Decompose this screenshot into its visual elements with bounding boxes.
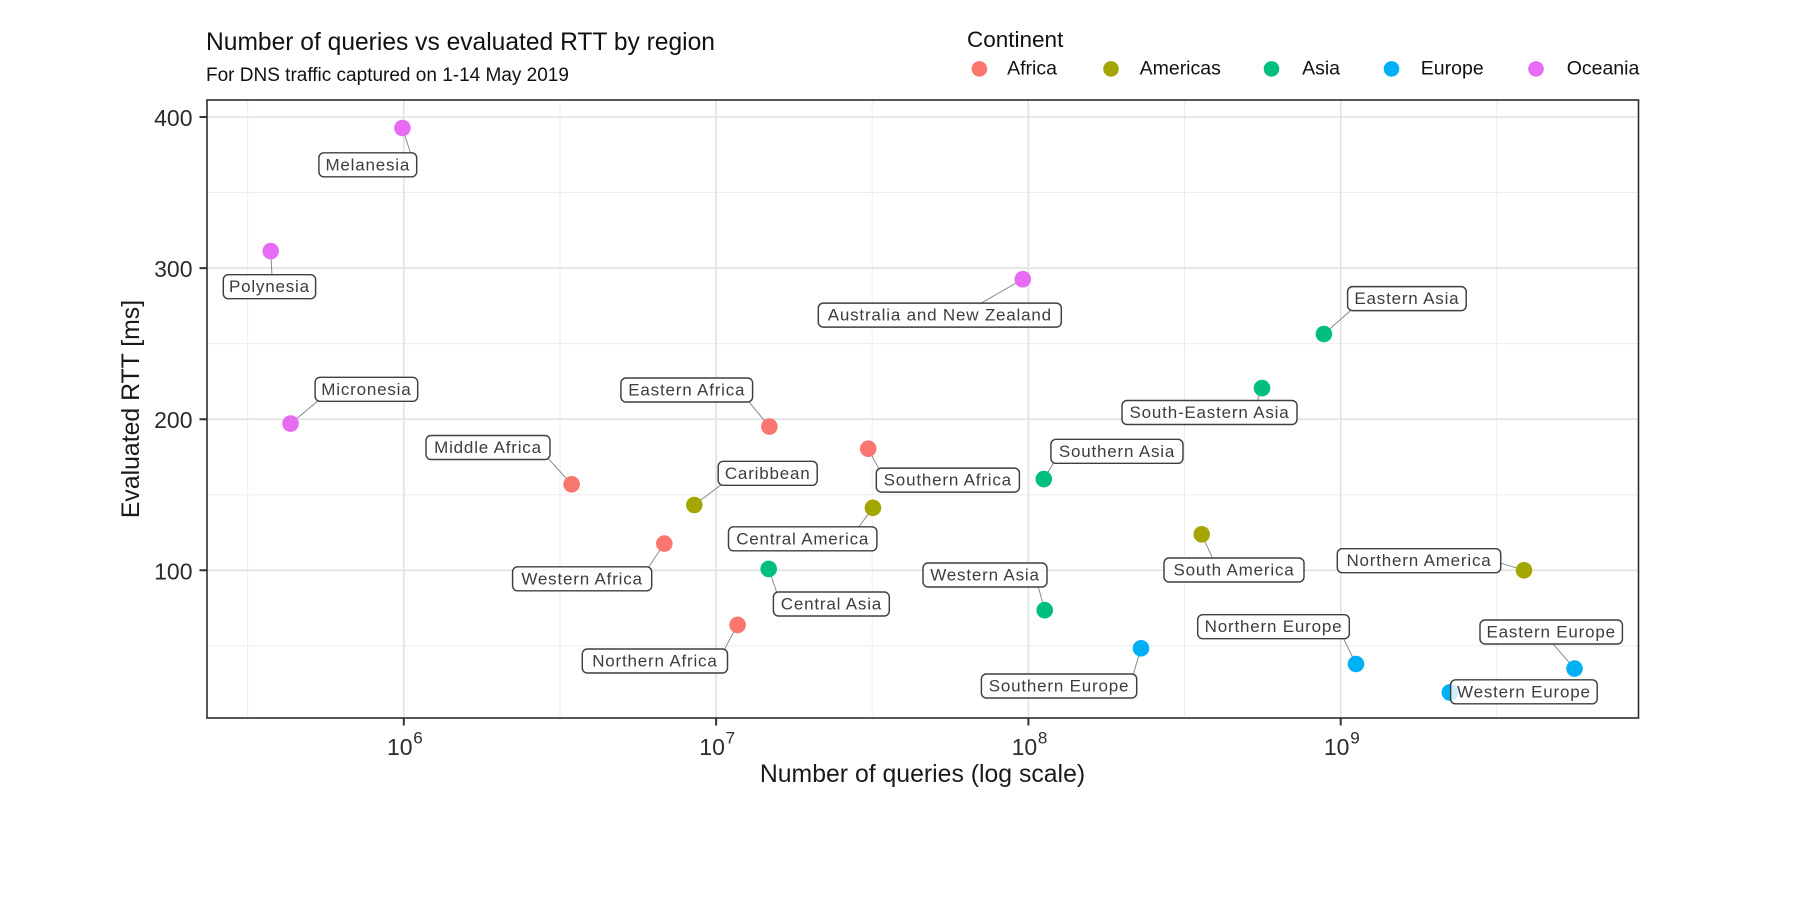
svg-text:South-Eastern Asia: South-Eastern Asia	[1130, 403, 1290, 422]
svg-text:Micronesia: Micronesia	[321, 380, 411, 399]
svg-text:10: 10	[1012, 734, 1038, 760]
svg-text:Melanesia: Melanesia	[325, 155, 410, 174]
svg-text:Europe: Europe	[1421, 58, 1484, 80]
svg-text:Northern Europe: Northern Europe	[1205, 617, 1343, 636]
svg-text:10: 10	[699, 734, 725, 760]
svg-text:400: 400	[154, 105, 192, 131]
svg-text:7: 7	[726, 729, 735, 748]
svg-text:For DNS traffic captured on 1-: For DNS traffic captured on 1-14 May 201…	[206, 65, 569, 86]
svg-text:10: 10	[1324, 734, 1350, 760]
svg-text:Western Asia: Western Asia	[930, 566, 1039, 585]
svg-text:Americas: Americas	[1140, 58, 1222, 80]
svg-text:Middle Africa: Middle Africa	[434, 438, 542, 457]
svg-text:Northern Africa: Northern Africa	[592, 652, 717, 671]
svg-text:9: 9	[1350, 729, 1359, 748]
svg-text:100: 100	[154, 558, 192, 584]
svg-text:Africa: Africa	[1007, 58, 1057, 80]
svg-text:Polynesia: Polynesia	[229, 277, 310, 296]
svg-text:Asia: Asia	[1302, 58, 1340, 80]
svg-text:Eastern Africa: Eastern Africa	[628, 381, 745, 400]
svg-text:Central Asia: Central Asia	[781, 595, 882, 614]
svg-text:South America: South America	[1174, 561, 1295, 580]
svg-text:200: 200	[154, 407, 192, 433]
svg-text:10: 10	[387, 734, 413, 760]
svg-text:300: 300	[154, 256, 192, 282]
svg-text:Central America: Central America	[736, 529, 869, 548]
svg-text:Evaluated RTT [ms]: Evaluated RTT [ms]	[118, 300, 145, 518]
svg-text:6: 6	[413, 729, 422, 748]
svg-text:Southern Asia: Southern Asia	[1059, 442, 1175, 461]
svg-text:Eastern Europe: Eastern Europe	[1487, 623, 1616, 642]
svg-text:Continent: Continent	[967, 27, 1064, 52]
svg-text:Number of queries vs evaluated: Number of queries vs evaluated RTT by re…	[206, 29, 715, 56]
svg-text:Southern Africa: Southern Africa	[884, 471, 1012, 490]
svg-text:Eastern Asia: Eastern Asia	[1354, 289, 1459, 308]
svg-text:Caribbean: Caribbean	[725, 464, 811, 483]
svg-text:8: 8	[1038, 729, 1047, 748]
svg-text:Oceania: Oceania	[1567, 58, 1640, 80]
svg-text:Australia and New Zealand: Australia and New Zealand	[828, 306, 1052, 325]
svg-text:Western Europe: Western Europe	[1457, 682, 1591, 701]
svg-text:Number of queries (log scale): Number of queries (log scale)	[760, 761, 1085, 788]
svg-text:Southern Europe: Southern Europe	[989, 677, 1130, 696]
svg-text:Northern America: Northern America	[1346, 551, 1491, 570]
svg-text:Western Africa: Western Africa	[521, 569, 642, 588]
